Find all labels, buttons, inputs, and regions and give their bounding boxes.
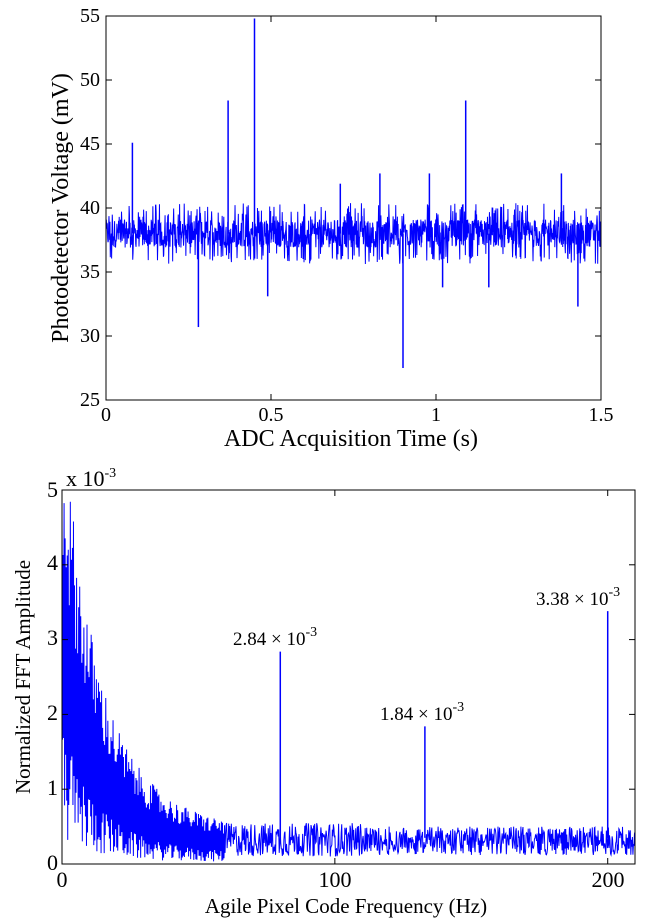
top-y-axis-label: Photodetector Voltage (mV) [48, 73, 74, 343]
top-chart: 0 0.5 1 1.5 25 30 35 40 45 50 55 ADC Acq… [48, 5, 614, 452]
peak-annotation-80hz-base: 2.84 × 10 [233, 629, 305, 650]
peak-annotation-200hz: 3.38 × 10-3 [536, 585, 620, 610]
top-x-tick-0: 0 [101, 404, 111, 426]
bottom-y-tick-2: 2 [47, 700, 58, 725]
top-y-tick-6: 55 [80, 5, 100, 27]
top-y-tick-3: 40 [80, 197, 100, 219]
bottom-x-tick-2: 200 [592, 867, 625, 892]
bottom-chart: 0 100 200 0 1 2 3 4 5 x 10-3 Agile Pixel… [11, 466, 636, 918]
bottom-y-axis-label: Normalized FFT Amplitude [11, 560, 35, 794]
bottom-axes-box [61, 489, 636, 865]
top-signal [105, 18, 602, 368]
top-y-tick-2: 35 [80, 261, 100, 283]
bottom-x-tick-0: 0 [57, 867, 68, 892]
bottom-y-multiplier: x 10-3 [66, 466, 116, 491]
top-signal-line [105, 203, 602, 265]
peak-annotation-200hz-base: 3.38 × 10 [536, 589, 608, 610]
bottom-y-tick-1: 1 [47, 775, 58, 800]
top-y-tick-0: 25 [80, 389, 100, 411]
bottom-y-tick-3: 3 [47, 625, 58, 650]
top-x-tick-2: 1 [431, 404, 441, 426]
bottom-y-tick-0: 0 [47, 850, 58, 875]
bottom-y-tick-4: 4 [47, 550, 58, 575]
peak-annotation-133hz-exp: -3 [452, 700, 464, 715]
bottom-x-axis-label: Agile Pixel Code Frequency (Hz) [205, 894, 487, 918]
peak-annotation-200hz-exp: -3 [608, 585, 620, 600]
top-y-tick-5: 50 [80, 69, 100, 91]
bottom-y-tick-5: 5 [47, 477, 58, 502]
peak-annotation-133hz: 1.84 × 10-3 [380, 700, 464, 725]
top-y-tick-1: 30 [80, 325, 100, 347]
peak-annotation-80hz-exp: -3 [305, 625, 317, 640]
top-ticks [105, 15, 602, 401]
top-x-tick-1: 0.5 [259, 404, 284, 426]
bottom-spectrum [61, 501, 636, 862]
top-y-tick-4: 45 [80, 133, 100, 155]
peak-annotation-133hz-base: 1.84 × 10 [380, 704, 452, 725]
peak-annotation-80hz: 2.84 × 10-3 [233, 625, 317, 650]
top-x-axis-label: ADC Acquisition Time (s) [224, 426, 478, 452]
bottom-x-tick-1: 100 [319, 867, 352, 892]
top-x-tick-3: 1.5 [589, 404, 614, 426]
bottom-y-multiplier-base: x 10 [66, 466, 105, 491]
bottom-y-multiplier-exp: -3 [105, 466, 117, 481]
top-axes-box [105, 15, 602, 401]
bottom-spectrum-line [61, 501, 636, 862]
bottom-ticks [61, 489, 635, 865]
